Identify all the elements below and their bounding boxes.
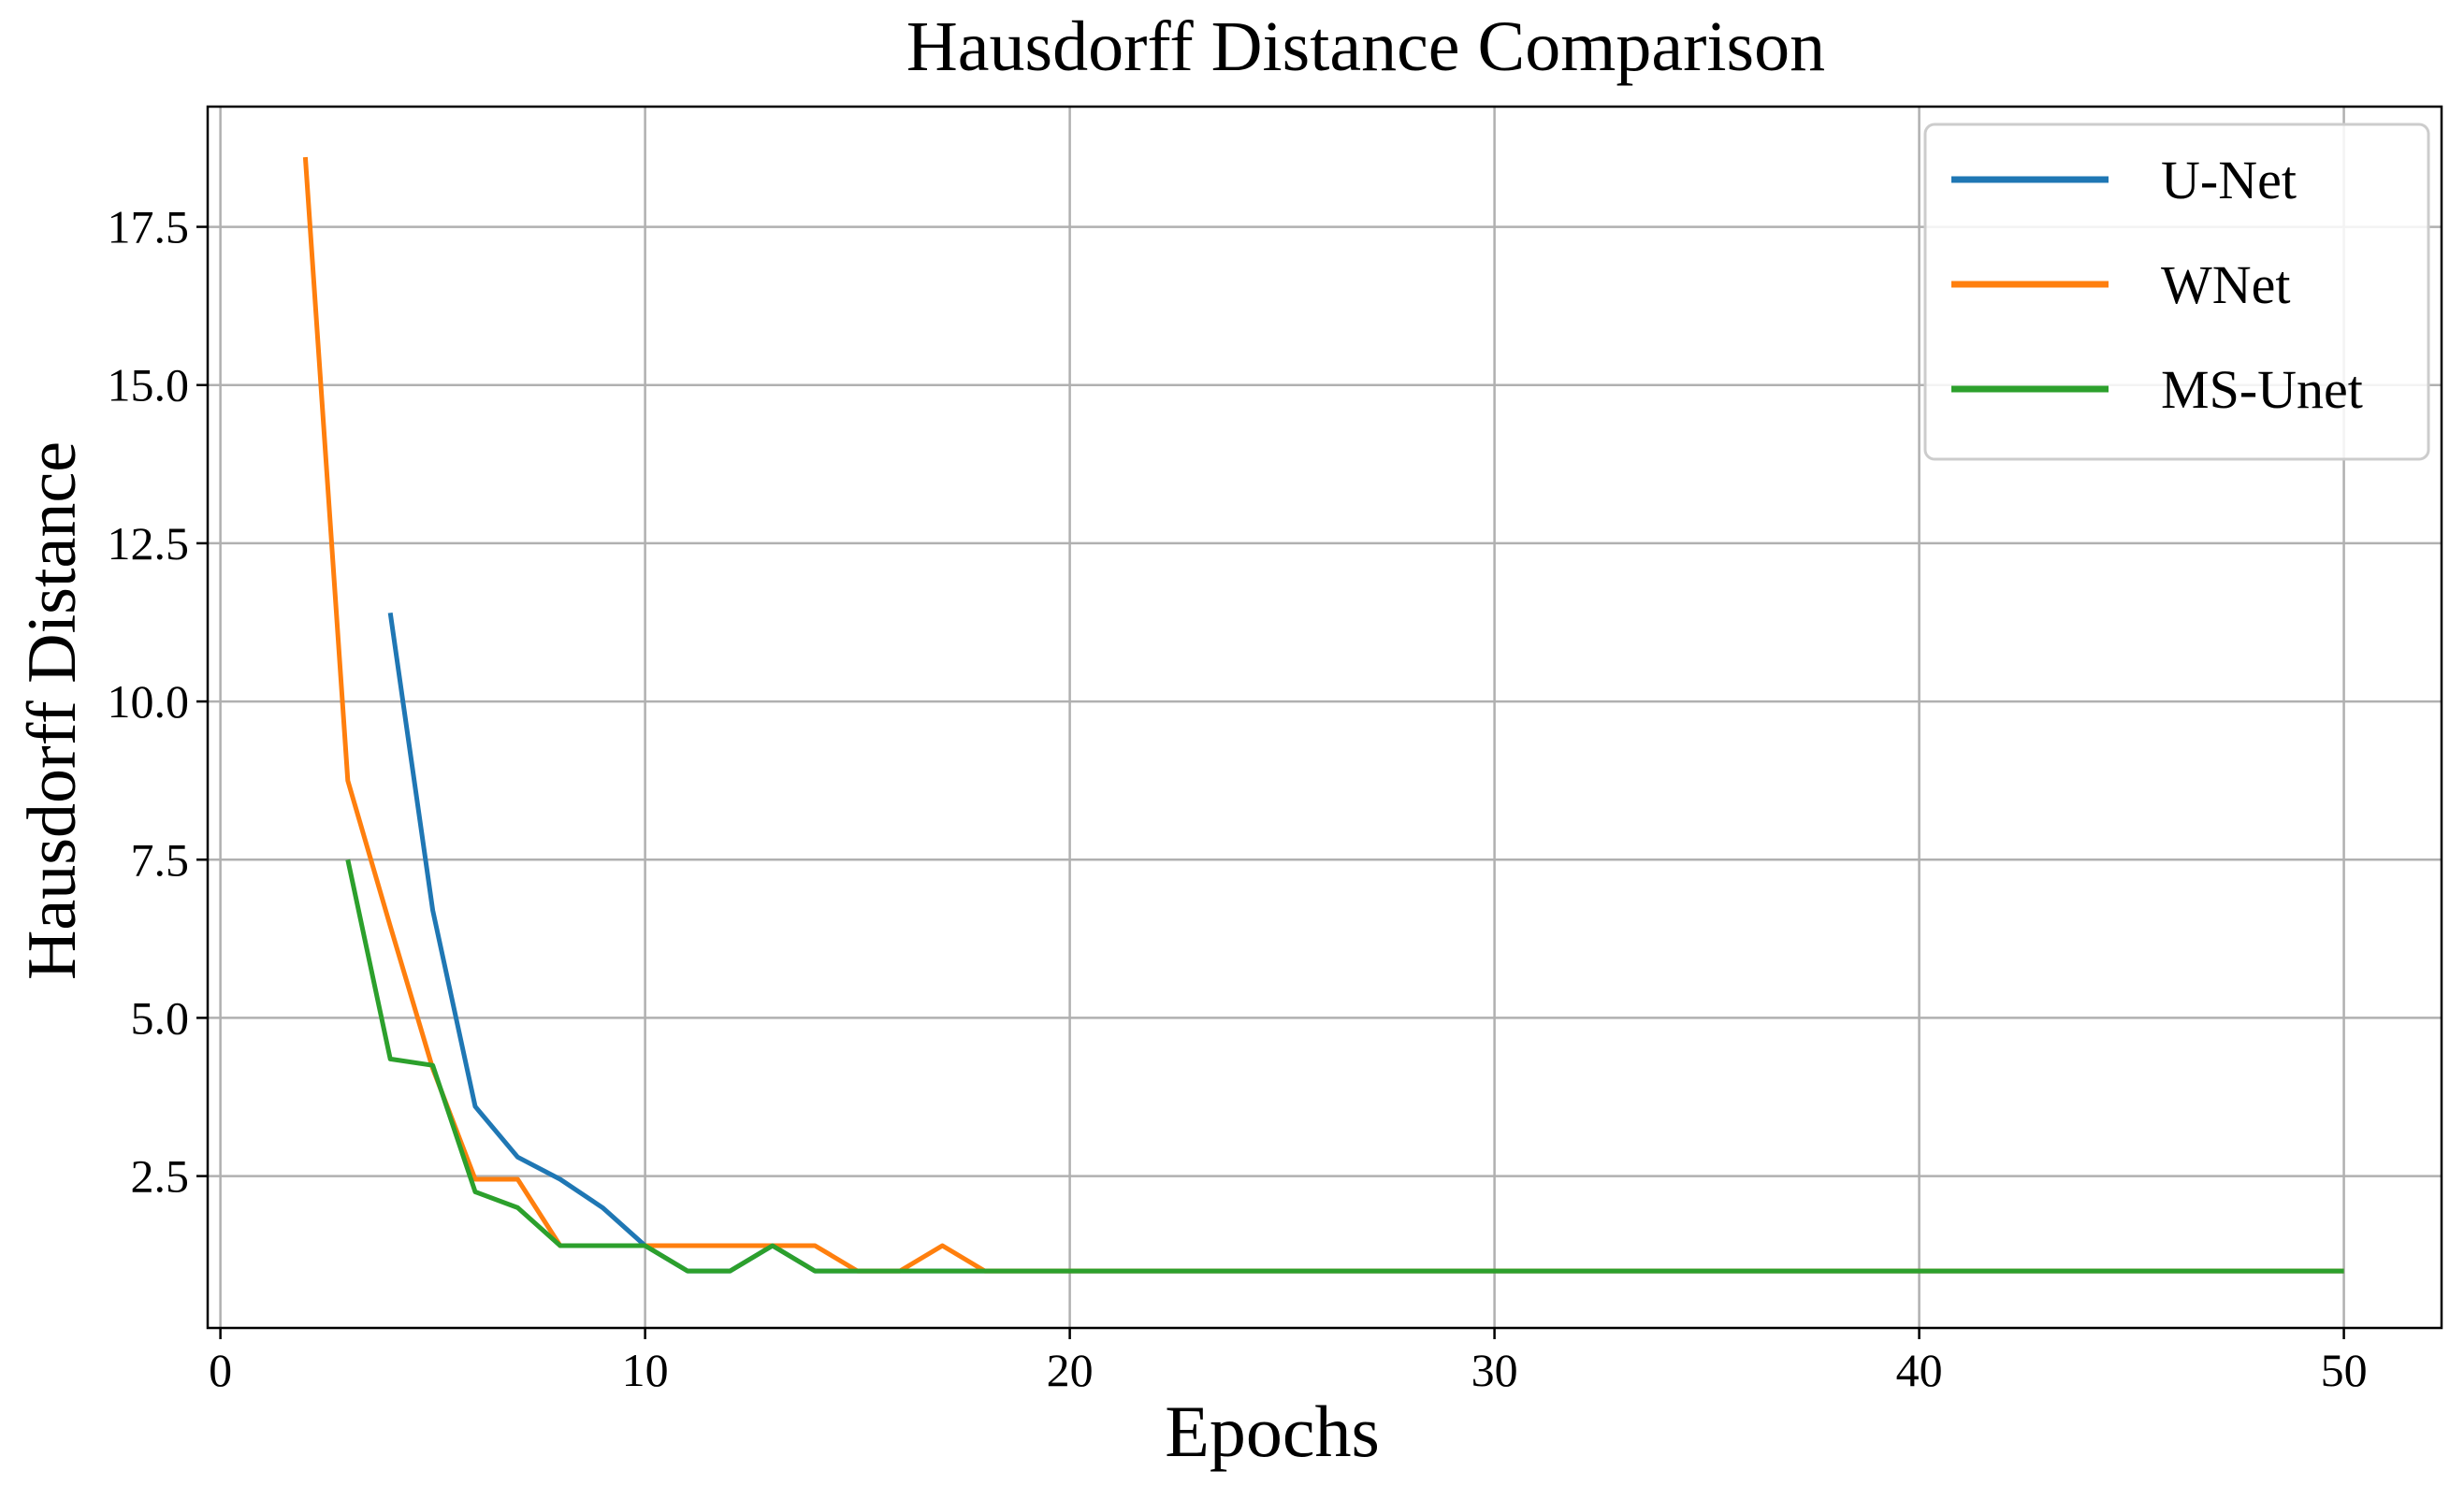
y-ticks: 2.5 5.0 7.5 10.0 12.5 15.0 17.5 (108, 201, 208, 1203)
grid (208, 107, 2442, 1328)
y-tick-label: 5.0 (131, 991, 190, 1044)
legend-label-ms-unet: MS-Unet (2161, 359, 2363, 420)
y-tick-label: 7.5 (131, 833, 190, 886)
plot-frame (206, 105, 2443, 1330)
x-tick-label: 40 (1896, 1344, 1943, 1396)
y-tick-label: 2.5 (131, 1150, 190, 1203)
legend-box (1923, 123, 2430, 461)
legend: U-Net WNet MS-Unet (1923, 123, 2430, 461)
x-ticks: 0 10 20 30 40 50 (209, 1328, 2368, 1396)
legend-label-unet: U-Net (2161, 150, 2297, 210)
y-tick-label: 12.5 (108, 517, 190, 570)
x-tick-label: 20 (1047, 1344, 1094, 1396)
legend-label-wnet: WNet (2161, 254, 2291, 315)
y-tick-label: 15.0 (108, 359, 190, 411)
x-tick-label: 50 (2321, 1344, 2368, 1396)
series-line-ms-unet (345, 858, 2344, 1274)
y-tick-label: 10.0 (108, 675, 190, 728)
chart-title: Hausdorff Distance Comparison (906, 7, 1825, 86)
x-axis-label: Epochs (1165, 1391, 1380, 1472)
x-tick-label: 30 (1471, 1344, 1518, 1396)
x-tick-label: 0 (209, 1344, 232, 1396)
x-tick-label: 10 (622, 1344, 669, 1396)
y-axis-label: Hausdorff Distance (14, 441, 91, 980)
series-lines (302, 156, 2344, 1274)
y-tick-label: 17.5 (108, 201, 190, 253)
legend-entries: U-Net WNet MS-Unet (1951, 150, 2363, 420)
